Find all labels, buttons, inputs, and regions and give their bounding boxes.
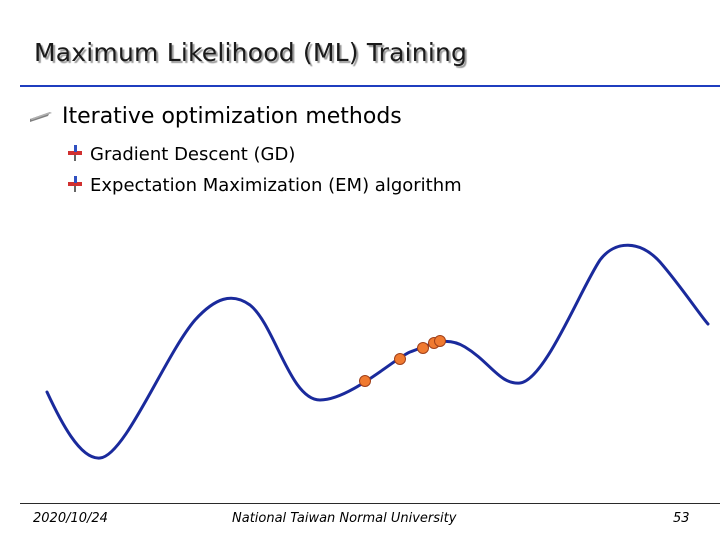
footer-institution: National Taiwan Normal University [232, 511, 457, 526]
bullet-text: Iterative optimization methods [62, 104, 402, 129]
footer-date: 2020/10/24 [33, 511, 108, 526]
sub-bullet: Gradient Descent (GD) [68, 144, 295, 165]
sub-bullet-icon [68, 144, 82, 165]
sub-bullet: Expectation Maximization (EM) algorithm [68, 175, 462, 196]
footer-rule [20, 503, 720, 504]
footer-page-number: 53 [673, 511, 690, 526]
sub-bullet-icon [68, 175, 82, 196]
iterate-point [359, 375, 371, 387]
sub-bullet-text: Gradient Descent (GD) [90, 144, 296, 165]
arrow-bullet-icon [30, 107, 52, 126]
title-rule [20, 85, 720, 87]
slide-title: Maximum Likelihood (ML) Training [34, 38, 468, 67]
iterate-point [417, 342, 429, 354]
iterate-point [434, 335, 446, 347]
likelihood-curve [45, 243, 710, 460]
iterate-point [394, 353, 406, 365]
bullet-level-1: Iterative optimization methods [30, 104, 402, 129]
sub-bullet-text: Expectation Maximization (EM) algorithm [90, 175, 462, 196]
